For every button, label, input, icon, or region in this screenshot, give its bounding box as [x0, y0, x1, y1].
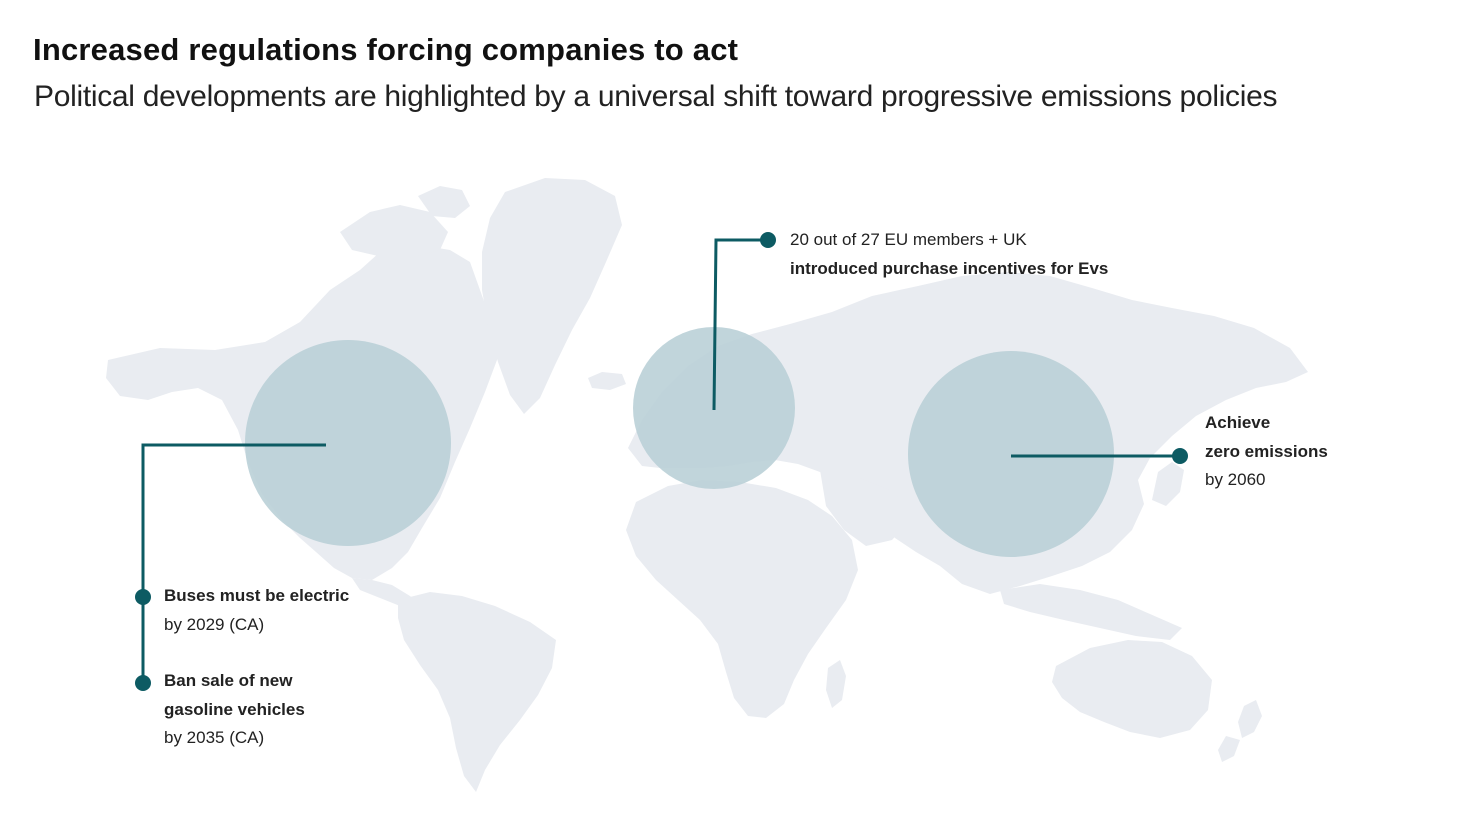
north-america-highlight	[245, 340, 451, 546]
europe-callout-line1: 20 out of 27 EU members + UK	[790, 230, 1027, 249]
us-buses-callout-line1: Buses must be electric	[164, 586, 350, 605]
madagascar-land	[826, 660, 846, 708]
arctic-islands-land	[340, 205, 448, 258]
us-buses-callout: Buses must be electric by 2029 (CA)	[164, 582, 349, 639]
europe-connector-line	[712, 238, 768, 411]
us-gasoline-callout-line1: Ban sale of new	[164, 671, 293, 690]
us-buses-connector-dot	[135, 589, 151, 605]
europe-connector-dot	[760, 232, 776, 248]
us-gasoline-connector-dot	[135, 675, 151, 691]
south-america-land	[398, 592, 556, 792]
europe-callout-line2: introduced purchase incentives for Evs	[790, 258, 1109, 278]
greenland-land	[482, 178, 622, 414]
new-zealand-land-2	[1218, 736, 1240, 762]
page-title: Increased regulations forcing companies …	[33, 32, 739, 67]
china-callout: Achieve zero emissions by 2060	[1205, 409, 1328, 495]
australia-land	[1052, 640, 1212, 738]
china-callout-line3: by 2060	[1205, 470, 1266, 489]
japan-land	[1152, 462, 1184, 506]
arabia-land	[820, 470, 910, 546]
southeast-asia-land	[1000, 584, 1182, 640]
iceland-land	[588, 372, 626, 390]
us-gasoline-callout-line2: gasoline vehicles	[164, 699, 305, 719]
us-gasoline-callout: Ban sale of new gasoline vehicles by 203…	[164, 667, 305, 753]
china-connector-dot	[1172, 448, 1188, 464]
europe-callout: 20 out of 27 EU members + UK introduced …	[790, 226, 1108, 283]
arctic-islands-land-2	[418, 186, 470, 218]
us-gasoline-callout-line3: by 2035 (CA)	[164, 728, 265, 747]
china-callout-line2: zero emissions	[1205, 441, 1328, 461]
china-highlight	[908, 351, 1114, 557]
new-zealand-land	[1238, 700, 1262, 738]
china-callout-line1: Achieve	[1205, 413, 1271, 432]
page-subtitle: Political developments are highlighted b…	[34, 80, 1278, 113]
us-buses-callout-line2: by 2029 (CA)	[164, 614, 265, 634]
africa-land	[626, 480, 858, 718]
